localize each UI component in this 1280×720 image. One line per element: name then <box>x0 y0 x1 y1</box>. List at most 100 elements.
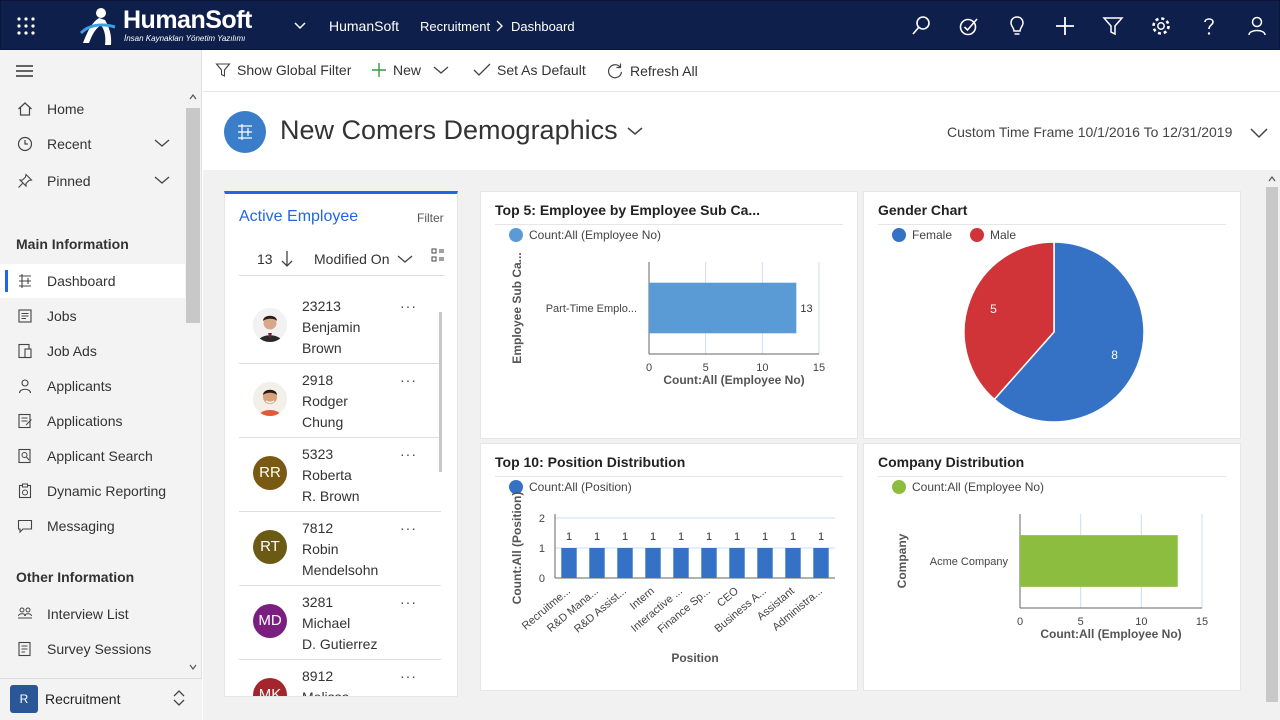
brand-logo[interactable]: HumanSoft İnsan Kaynakları Yönetim Yazıl… <box>79 5 269 47</box>
view-selector-icon[interactable] <box>431 248 445 262</box>
sidebar-item-applications[interactable]: Applications <box>0 404 185 438</box>
scroll-up-icon[interactable] <box>189 94 197 100</box>
plus-icon[interactable] <box>1053 14 1077 38</box>
more-options-icon[interactable]: ··· <box>400 446 417 462</box>
settings-icon[interactable] <box>1149 14 1173 38</box>
new-button[interactable]: New <box>371 62 455 78</box>
user-icon[interactable] <box>1245 14 1269 38</box>
chevron-down-icon[interactable] <box>154 175 170 185</box>
list-scroll-thumb[interactable] <box>439 312 442 472</box>
data-label: 1 <box>762 531 768 543</box>
y-tick-label: 1 <box>539 543 545 555</box>
bar <box>649 282 797 334</box>
task-icon[interactable] <box>957 14 981 38</box>
applicant-search-icon <box>18 448 31 464</box>
x-axis-title: Count:All (Employee No) <box>663 373 804 387</box>
more-options-icon[interactable]: ··· <box>400 372 417 388</box>
data-label: 13 <box>800 303 812 315</box>
chevron-down-icon[interactable] <box>154 138 170 148</box>
pin-icon <box>18 173 33 188</box>
sort-direction-icon[interactable] <box>280 250 294 268</box>
sidebar-section-main: Main Information <box>16 236 129 252</box>
sidebar-item-applicants[interactable]: Applicants <box>0 369 185 403</box>
divider <box>878 224 1226 225</box>
refresh-all-button[interactable]: Refresh All <box>606 62 698 80</box>
employee-row[interactable]: MK 8912 Melissa ··· <box>239 660 441 696</box>
main-scroll-thumb[interactable] <box>1266 187 1278 702</box>
chevron-down-icon[interactable] <box>293 19 307 33</box>
data-label: 1 <box>622 531 628 543</box>
sidebar-item-applicant-search[interactable]: Applicant Search <box>0 439 185 473</box>
sidebar-item-survey-sessions[interactable]: Survey Sessions <box>0 632 185 666</box>
employee-row[interactable]: 2918 Rodger Chung ··· <box>239 364 441 438</box>
employee-row[interactable]: RT 7812 Robin Mendelsohn ··· <box>239 512 441 586</box>
more-options-icon[interactable]: ··· <box>400 668 417 684</box>
active-employee-list: Active Employee Filter 13 Modified On 23… <box>224 191 458 697</box>
more-options-icon[interactable]: ··· <box>400 594 417 610</box>
more-options-icon[interactable]: ··· <box>400 298 417 314</box>
sidebar-scrollbar[interactable] <box>185 90 201 680</box>
employee-id: 7812 <box>302 520 334 536</box>
sidebar-item-job-ads[interactable]: Job Ads <box>0 334 185 368</box>
sidebar-item-pinned[interactable]: Pinned <box>0 164 185 198</box>
sidebar-item-messaging[interactable]: Messaging <box>0 509 185 543</box>
time-frame-label[interactable]: Custom Time Frame 10/1/2016 To 12/31/201… <box>947 124 1233 140</box>
hamburger-icon[interactable] <box>16 64 34 78</box>
bar <box>617 548 633 578</box>
chart-title: Top 5: Employee by Employee Sub Ca... <box>495 202 761 218</box>
employee-last-name: R. Brown <box>302 488 360 504</box>
sidebar-scroll-thumb[interactable] <box>186 108 200 323</box>
x-tick-label: 15 <box>813 362 825 374</box>
dashboard-selector-icon[interactable] <box>627 126 643 136</box>
sidebar-item-jobs[interactable]: Jobs <box>0 299 185 333</box>
chevron-down-icon[interactable] <box>1250 127 1268 139</box>
sort-row: 13 Modified On <box>239 242 445 276</box>
filter-link[interactable]: Filter <box>417 211 444 225</box>
sidebar-item-recent[interactable]: Recent <box>0 127 185 161</box>
sidebar-item-interview-list[interactable]: Interview List <box>0 597 185 631</box>
help-icon[interactable] <box>1197 14 1221 38</box>
sidebar-item-dynamic-reporting[interactable]: Dynamic Reporting <box>0 474 185 508</box>
area-switcher[interactable]: R Recruitment <box>0 678 202 720</box>
show-global-filter-label: Show Global Filter <box>237 62 352 78</box>
breadcrumb-recruitment[interactable]: Recruitment <box>420 19 491 34</box>
data-label: 1 <box>594 531 600 543</box>
lightbulb-icon[interactable] <box>1005 14 1029 38</box>
sidebar-item-label: Applications <box>47 413 123 429</box>
sort-field[interactable]: Modified On <box>314 251 390 267</box>
breadcrumb-dashboard[interactable]: Dashboard <box>511 19 575 34</box>
environment-name[interactable]: HumanSoft <box>329 18 400 34</box>
filter-icon[interactable] <box>1101 14 1125 38</box>
divider <box>878 476 1226 477</box>
employee-row[interactable]: MD 3281 Michael D. Gutierrez ··· <box>239 586 441 660</box>
chevron-down-icon[interactable] <box>397 254 413 264</box>
applications-icon <box>18 413 32 429</box>
chart-title: Top 10: Position Distribution <box>495 454 686 470</box>
employee-row[interactable]: 23213 Benjamin Brown ··· <box>239 290 441 364</box>
filter-icon <box>215 63 231 77</box>
sidebar-item-label: Dynamic Reporting <box>47 483 167 499</box>
area-badge: R <box>10 685 38 713</box>
search-icon[interactable] <box>909 14 933 38</box>
sidebar-item-home[interactable]: Home <box>0 92 185 126</box>
chevron-down-icon[interactable] <box>433 65 449 75</box>
employee-id: 3281 <box>302 594 334 610</box>
avatar-photo <box>253 308 287 342</box>
scroll-up-icon[interactable] <box>1268 176 1276 182</box>
y-tick-label: 0 <box>539 573 545 585</box>
brand-tagline: İnsan Kaynakları Yönetim Yazılımı <box>124 34 246 43</box>
legend-swatch <box>509 480 523 494</box>
list-title[interactable]: Active Employee <box>239 208 359 225</box>
employee-first-name: Benjamin <box>302 319 361 335</box>
sidebar: Home Recent Pinned Main Information Dash… <box>0 50 202 720</box>
chevron-up-down-icon[interactable] <box>172 689 186 707</box>
show-global-filter-button[interactable]: Show Global Filter <box>215 62 351 78</box>
more-options-icon[interactable]: ··· <box>400 520 417 536</box>
scroll-down-icon[interactable] <box>189 664 197 670</box>
bar <box>589 548 605 578</box>
employee-row[interactable]: RR 5323 Roberta R. Brown ··· <box>239 438 441 512</box>
set-as-default-button[interactable]: Set As Default <box>473 62 586 78</box>
legend-label: Male <box>990 228 1016 242</box>
sidebar-item-dashboard[interactable]: Dashboard <box>0 264 185 298</box>
app-launcher-icon[interactable] <box>15 15 37 37</box>
